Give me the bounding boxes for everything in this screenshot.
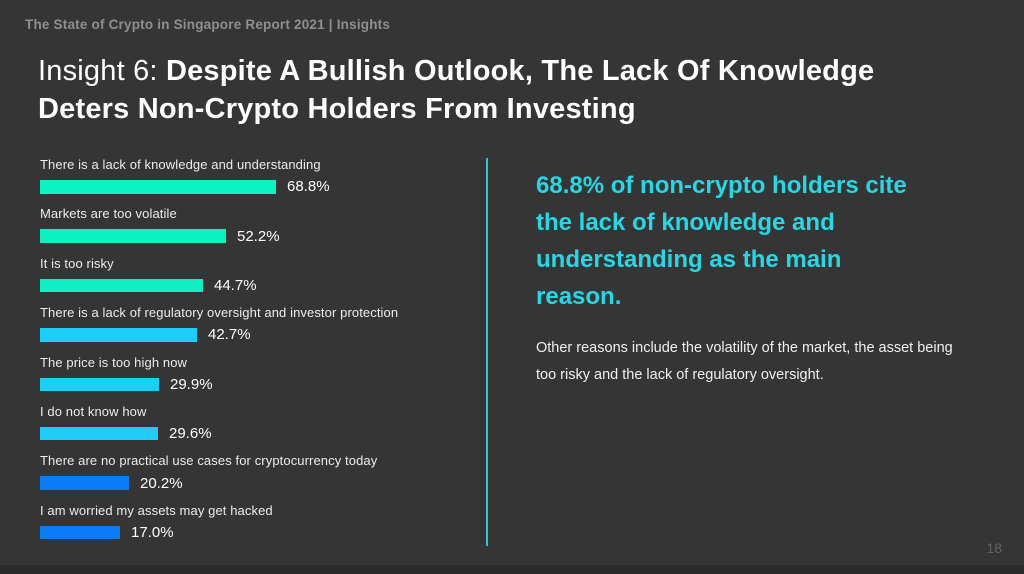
chart-row: There is a lack of knowledge and underst… [40, 157, 485, 206]
bar [40, 426, 158, 441]
title-line-1-bold: Despite A Bullish Outlook, The Lack Of K… [165, 55, 875, 87]
bar-track: 68.8% [40, 178, 485, 196]
text-line: 68.8% of non-crypto holders cite [536, 172, 907, 199]
bar-category-label: Markets are too volatile [40, 206, 177, 222]
page-number: 18 [986, 540, 1002, 556]
insight-body: Other reasons include the volatility of … [536, 335, 996, 389]
bar-category-label: There is a lack of knowledge and underst… [40, 157, 321, 172]
chart-row: There are no practical use cases for cry… [40, 453, 485, 502]
bar-track: 29.9% [40, 375, 485, 393]
text-line: the lack of knowledge and [536, 209, 835, 236]
bottom-edge-strip [0, 565, 1024, 574]
bar [40, 377, 159, 392]
slide-title: Insight 6: Despite A Bullish Outlook, Th… [38, 52, 1018, 128]
bar-category-label: I am worried my assets may get hacked [40, 502, 273, 518]
insight-panel: 68.8% of non-crypto holders cite the lack… [536, 167, 996, 389]
bar-category-label: There are no practical use cases for cry… [40, 453, 378, 469]
chart-row: There is a lack of regulatory oversight … [40, 305, 485, 354]
vertical-divider [486, 158, 488, 546]
bar-track: 52.2% [40, 227, 485, 245]
bar-category-label: I do not know how [40, 403, 147, 419]
text-line: Other reasons include the volatility of … [536, 340, 953, 356]
chart-row: Markets are too volatile 52.2% [40, 206, 485, 255]
bar-value-label: 44.7% [214, 277, 257, 295]
bar-track: 20.2% [40, 474, 485, 492]
chart-row: The price is too high now 29.9% [40, 355, 485, 404]
bar-value-label: 42.7% [208, 326, 251, 344]
bar-track: 42.7% [40, 326, 485, 344]
title-line-2: Deters Non-Crypto Holders From Investing [38, 93, 636, 125]
bar [40, 328, 197, 342]
bar-category-label: The price is too high now [40, 354, 188, 370]
bar-value-label: 68.8% [287, 178, 330, 196]
chart-row: I am worried my assets may get hacked 17.… [40, 503, 485, 552]
bar-track: 44.7% [40, 277, 485, 295]
bar-category-label: It is too risky [40, 255, 114, 271]
bar [40, 180, 276, 194]
bar-value-label: 17.0% [131, 523, 174, 541]
bar [40, 229, 226, 243]
bar [40, 476, 129, 490]
bar [40, 278, 203, 293]
bar-chart: There is a lack of knowledge and underst… [40, 157, 485, 552]
bar-value-label: 20.2% [140, 474, 183, 492]
bar-value-label: 52.2% [237, 227, 280, 245]
insight-headline: 68.8% of non-crypto holders cite the lack… [536, 167, 996, 315]
bar-track: 17.0% [40, 523, 485, 541]
chart-row: It is too risky 44.7% [40, 256, 485, 305]
chart-row: I do not know how 29.6% [40, 404, 485, 453]
bar-value-label: 29.9% [170, 375, 213, 393]
title-prefix: Insight 6: [38, 55, 166, 87]
bar-track: 29.6% [40, 425, 485, 443]
bar-category-label: There is a lack of regulatory oversight … [40, 305, 399, 321]
report-eyebrow: The State of Crypto in Singapore Report … [25, 17, 391, 32]
text-line: too risky and the lack of regulatory ove… [536, 367, 824, 383]
title-line-1: Insight 6: Despite A Bullish Outlook, Th… [38, 52, 1018, 90]
bar [40, 525, 120, 540]
text-line: reason. [536, 283, 622, 310]
bar-value-label: 29.6% [169, 425, 212, 443]
text-line: understanding as the main [536, 246, 842, 273]
